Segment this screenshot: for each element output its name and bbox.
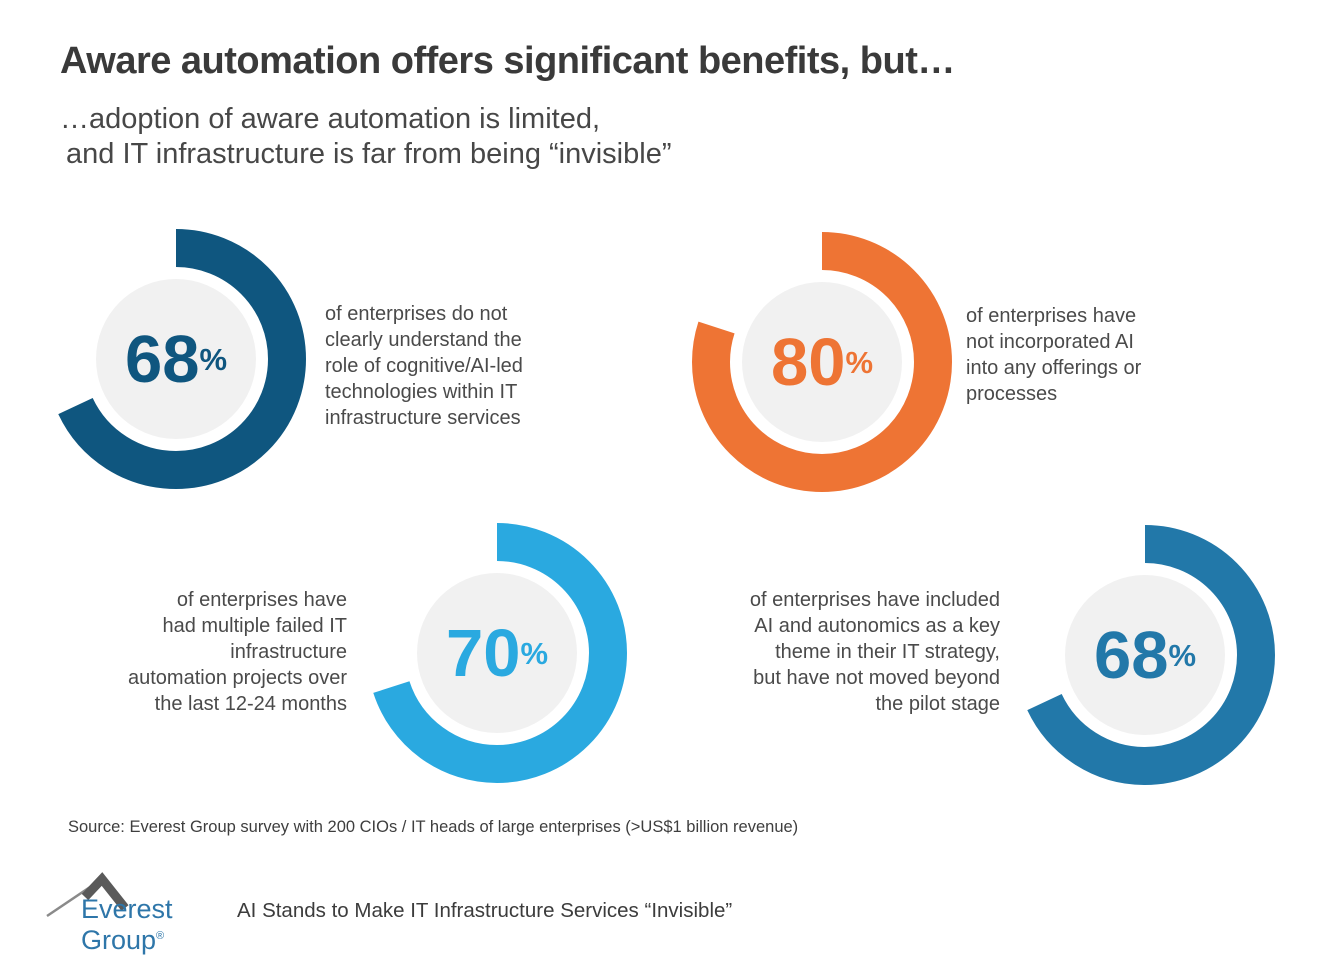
page-subtitle: …adoption of aware automation is limited…: [60, 102, 671, 172]
donut-ring-graphic: [367, 523, 627, 783]
everest-group-mountain-icon: [46, 872, 129, 918]
footer-caption: AI Stands to Make IT Infrastructure Serv…: [237, 899, 733, 922]
donut-chart-68-medium-blue: 68%: [1014, 524, 1276, 786]
page-title: Aware automation offers significant bene…: [60, 40, 955, 82]
stat-label-2: of enterprises have not incorporated AI …: [966, 305, 1142, 405]
donut-ring-graphic: [46, 229, 306, 489]
donut-chart-80-orange: 80%: [691, 231, 953, 493]
logo-wordmark: Everest Group: [81, 894, 173, 955]
donut-ring-graphic: [692, 232, 952, 492]
registered-mark: ®: [156, 930, 165, 942]
source-note: Source: Everest Group survey with 200 CI…: [68, 818, 799, 836]
donut-ring-graphic: [1015, 525, 1275, 785]
everest-group-logo-text: Everest Group®: [81, 894, 173, 956]
subtitle-line-2: and IT infrastructure is far from being …: [66, 138, 672, 170]
stat-label-4: of enterprises have included AI and auto…: [749, 589, 1000, 715]
subtitle-line-1: …adoption of aware automation is limited…: [60, 103, 601, 135]
donut-chart-70-light-blue: 70%: [366, 522, 628, 784]
stat-label-3: of enterprises have had multiple failed …: [127, 589, 347, 715]
stat-label-1: of enterprises do not clearly understand…: [325, 303, 523, 429]
donut-chart-68-dark-blue: 68%: [45, 228, 307, 490]
